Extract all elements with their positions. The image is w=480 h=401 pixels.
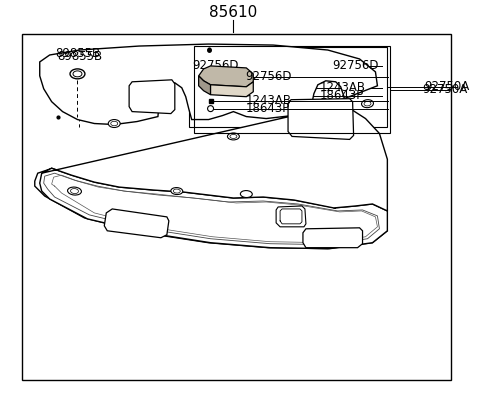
Bar — [194, 46, 390, 134]
Text: 92750A: 92750A — [422, 83, 468, 96]
Polygon shape — [195, 54, 246, 74]
Circle shape — [199, 92, 206, 99]
Text: 1243AB: 1243AB — [320, 81, 366, 94]
Polygon shape — [199, 76, 211, 95]
Ellipse shape — [108, 119, 120, 128]
Polygon shape — [40, 168, 387, 249]
Ellipse shape — [361, 100, 373, 107]
Bar — [22, 34, 451, 380]
Ellipse shape — [364, 101, 371, 106]
Polygon shape — [129, 80, 175, 113]
Ellipse shape — [70, 69, 85, 79]
Polygon shape — [40, 44, 387, 211]
Ellipse shape — [240, 190, 252, 198]
Ellipse shape — [230, 134, 237, 138]
Text: 92756D: 92756D — [192, 59, 239, 73]
Ellipse shape — [68, 187, 82, 195]
Text: 18643P: 18643P — [320, 89, 364, 102]
Text: 89855B: 89855B — [55, 47, 100, 61]
Ellipse shape — [72, 72, 87, 82]
Polygon shape — [211, 82, 253, 97]
Text: 92756D: 92756D — [245, 70, 292, 83]
Polygon shape — [199, 66, 253, 87]
Ellipse shape — [173, 189, 180, 193]
Text: 18643P: 18643P — [245, 102, 289, 115]
Ellipse shape — [111, 121, 118, 126]
Ellipse shape — [71, 188, 78, 194]
Polygon shape — [288, 99, 354, 140]
Polygon shape — [35, 169, 387, 249]
Text: 92756D: 92756D — [333, 59, 379, 73]
Polygon shape — [104, 209, 169, 238]
Polygon shape — [303, 228, 362, 248]
Text: 92750A: 92750A — [424, 80, 469, 93]
Text: 89855B: 89855B — [57, 51, 102, 63]
Ellipse shape — [73, 71, 82, 77]
Ellipse shape — [74, 74, 84, 80]
Polygon shape — [195, 64, 203, 82]
Text: 1243AB: 1243AB — [245, 94, 291, 107]
Ellipse shape — [171, 188, 183, 194]
Polygon shape — [203, 68, 246, 84]
Circle shape — [207, 105, 214, 111]
Text: 85610: 85610 — [209, 5, 258, 20]
Bar — [189, 47, 387, 126]
Polygon shape — [276, 206, 306, 227]
Ellipse shape — [228, 133, 240, 140]
